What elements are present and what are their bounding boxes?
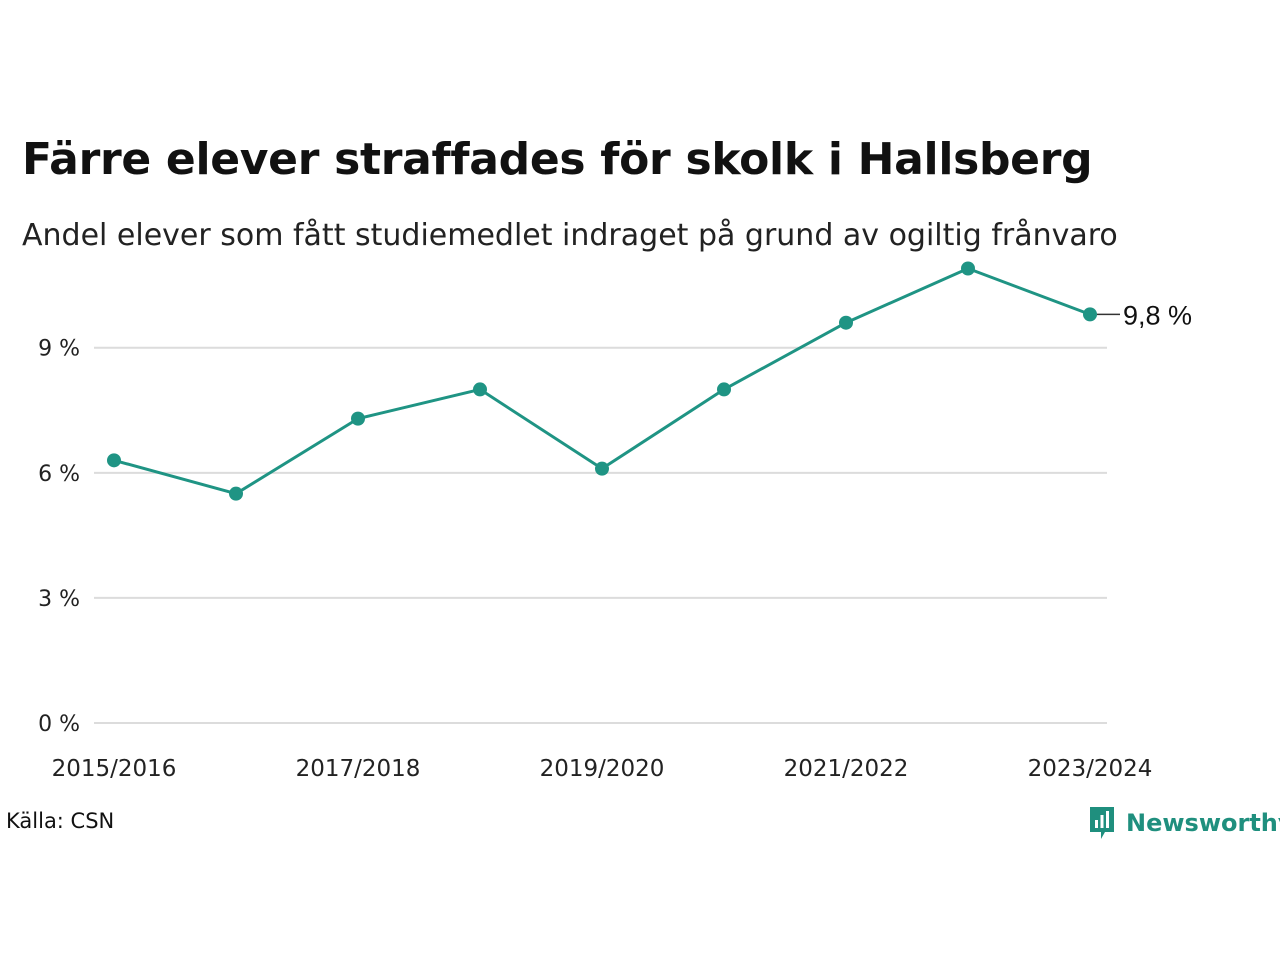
y-tick-label: 9 %	[38, 337, 80, 362]
end-value-label: 9,8 %	[1123, 300, 1192, 330]
data-point	[1083, 307, 1097, 322]
x-tick-label: 2017/2018	[296, 756, 421, 782]
x-tick-label: 2021/2022	[784, 756, 909, 782]
newsworthy-logo: Newsworthy	[1088, 803, 1280, 843]
chart-title: Färre elever straffades för skolk i Hall…	[22, 134, 1093, 185]
x-tick-label: 2023/2024	[1028, 756, 1153, 782]
logo-text: Newsworthy	[1126, 809, 1280, 837]
chart-subtitle: Andel elever som fått studiemedlet indra…	[22, 218, 1118, 253]
x-tick-label: 2019/2020	[540, 756, 665, 782]
data-point	[107, 453, 121, 468]
data-point	[473, 382, 487, 397]
data-point	[595, 461, 609, 476]
x-tick-label: 2015/2016	[52, 756, 177, 782]
y-tick-label: 6 %	[38, 462, 80, 487]
data-point	[961, 261, 975, 276]
series-line	[112, 267, 1092, 496]
data-point	[351, 411, 365, 426]
newsworthy-logo-icon	[1090, 807, 1114, 839]
data-point	[717, 382, 731, 397]
y-tick-label: 0 %	[38, 712, 80, 737]
source-note: Källa: CSN	[6, 809, 115, 833]
y-tick-label: 3 %	[38, 587, 80, 612]
data-point	[229, 486, 243, 501]
data-point	[839, 315, 853, 330]
